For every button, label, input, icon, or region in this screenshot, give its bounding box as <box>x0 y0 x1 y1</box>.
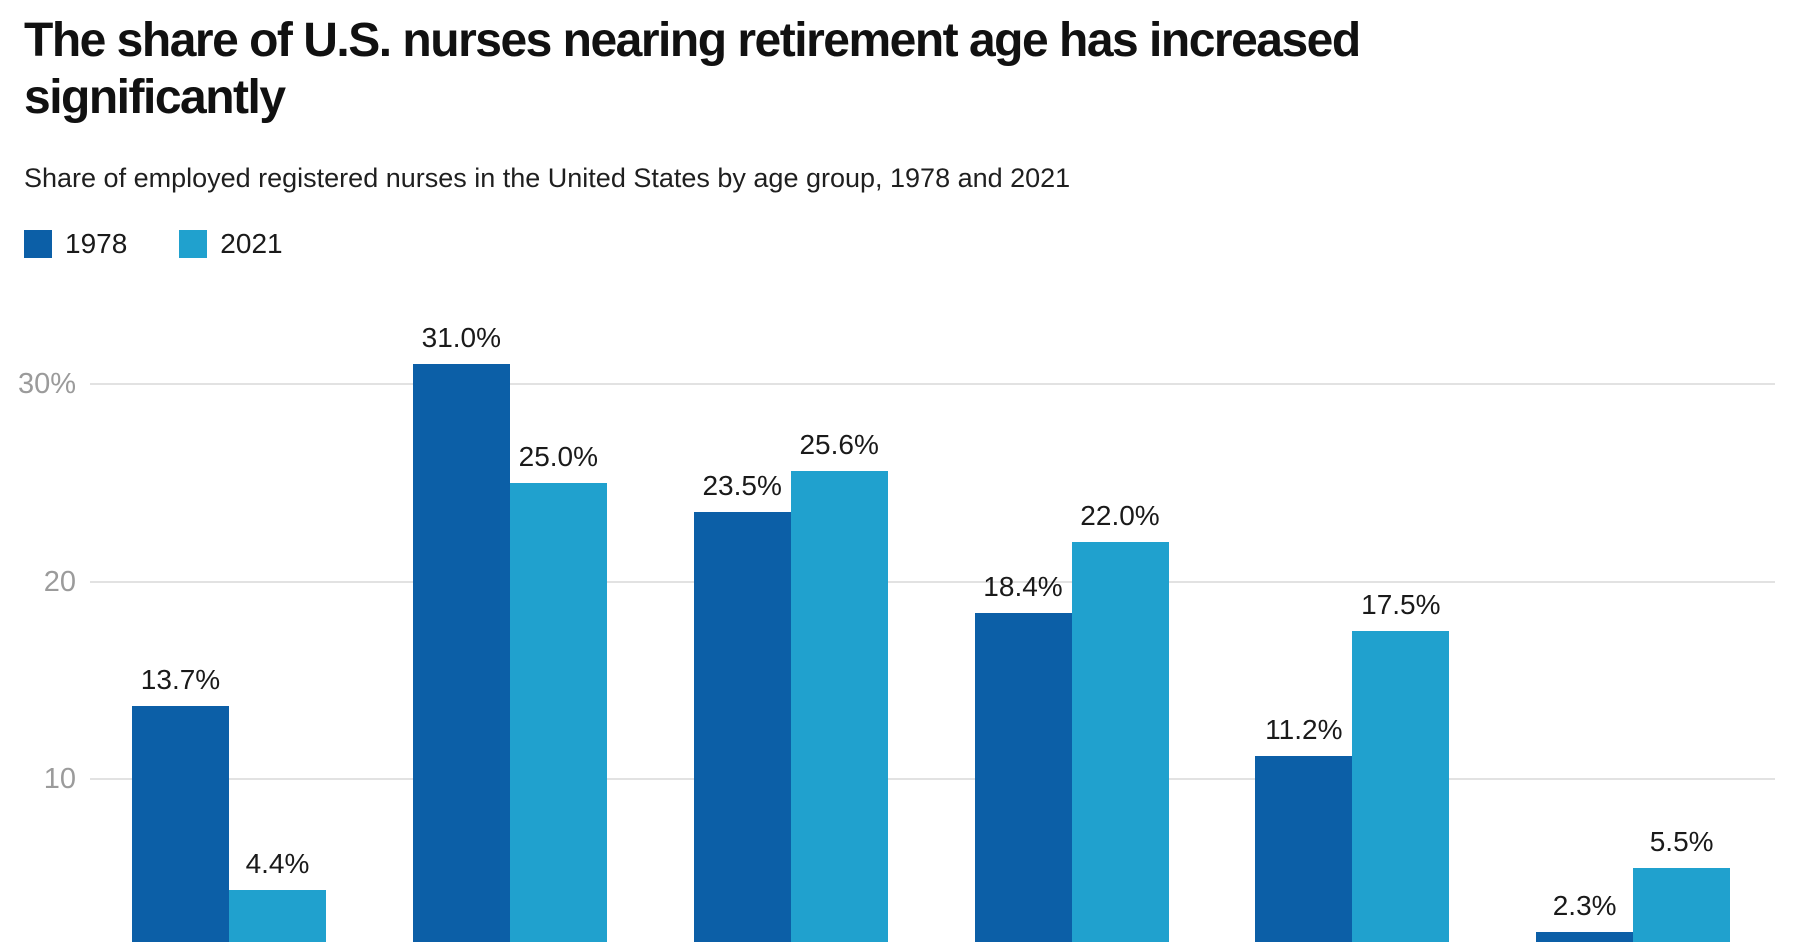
bar-value-label: 18.4% <box>983 571 1063 603</box>
legend-label-1978: 1978 <box>65 228 128 259</box>
bar-2021 <box>509 482 607 942</box>
chart-plot: 30% 20 10 13.7% 4.4% 31.0% 25.0% 23.5% 25.6% 18.4… <box>0 260 1800 942</box>
bar-1978 <box>1255 755 1353 942</box>
bar-1978 <box>412 364 510 942</box>
bar-value-label: 11.2% <box>1265 713 1343 745</box>
legend-swatch-1978 <box>24 230 52 258</box>
y-axis-tick-label: 30% <box>17 367 76 400</box>
bar-2021 <box>1071 542 1169 942</box>
bar-value-label: 5.5% <box>1649 826 1714 858</box>
bar-value-label: 31.0% <box>421 322 502 354</box>
gridline <box>90 778 1775 781</box>
page-title: The share of U.S. nurses nearing retirem… <box>24 12 1744 126</box>
bar-value-label: 13.7% <box>140 664 221 696</box>
bar-value-label: 23.5% <box>702 470 782 502</box>
bar-value-label: 25.6% <box>799 428 879 460</box>
bar-2021 <box>229 890 326 942</box>
page-title-line-2: significantly <box>24 71 286 124</box>
bar-value-label: 25.0% <box>518 440 599 472</box>
bar-value-label: 4.4% <box>245 848 310 879</box>
gridline <box>90 382 1775 385</box>
legend-item-1978: 1978 <box>24 230 127 258</box>
legend-item-2021: 2021 <box>179 228 283 259</box>
bar-2021 <box>1633 868 1731 942</box>
bar-value-label: 22.0% <box>1080 500 1160 532</box>
legend-label-2021: 2021 <box>220 228 283 259</box>
bar-1978 <box>132 706 229 942</box>
bar-2021 <box>1352 631 1450 942</box>
bar-2021 <box>790 470 888 942</box>
chart-legend: 1978 2021 <box>24 230 283 258</box>
bar-1978 <box>1536 931 1634 942</box>
legend-swatch-2021 <box>179 230 208 258</box>
y-axis-tick-label: 10 <box>43 763 76 796</box>
bar-1978 <box>974 613 1072 942</box>
bar-1978 <box>693 512 791 942</box>
y-axis-tick-label: 20 <box>43 565 76 598</box>
gridline <box>90 580 1775 583</box>
page-title-line-1: The share of U.S. nurses nearing retirem… <box>24 14 1361 67</box>
chart-subtitle: Share of employed registered nurses in t… <box>24 163 1071 193</box>
bar-value-label: 2.3% <box>1552 889 1617 921</box>
bar-value-label: 17.5% <box>1361 589 1441 621</box>
